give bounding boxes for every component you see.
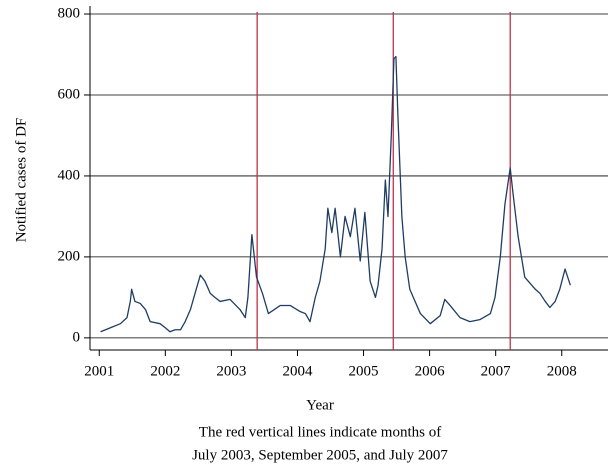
x-axis-label: Year bbox=[306, 397, 334, 413]
x-tick-label: 2007 bbox=[481, 363, 512, 379]
y-tick-label: 200 bbox=[58, 248, 81, 264]
data-line bbox=[100, 55, 571, 333]
x-tick-label: 2001 bbox=[84, 363, 114, 379]
y-tick-label: 600 bbox=[58, 86, 81, 102]
note: July 2003, September 2005, and July 2007 bbox=[192, 447, 448, 463]
y-tick-label: 800 bbox=[58, 5, 81, 21]
x-tick-label: 2005 bbox=[349, 363, 379, 379]
y-tick-label: 400 bbox=[58, 167, 81, 183]
note: The red vertical lines indicate months o… bbox=[199, 424, 441, 440]
y-axis-label: Notified cases of DF bbox=[13, 118, 29, 243]
x-tick-label: 2008 bbox=[547, 363, 577, 379]
x-tick-label: 2004 bbox=[282, 363, 313, 379]
x-tick-label: 2006 bbox=[415, 363, 446, 379]
y-tick-label: 0 bbox=[73, 329, 81, 345]
x-tick-label: 2002 bbox=[150, 363, 180, 379]
x-tick-label: 2003 bbox=[216, 363, 246, 379]
